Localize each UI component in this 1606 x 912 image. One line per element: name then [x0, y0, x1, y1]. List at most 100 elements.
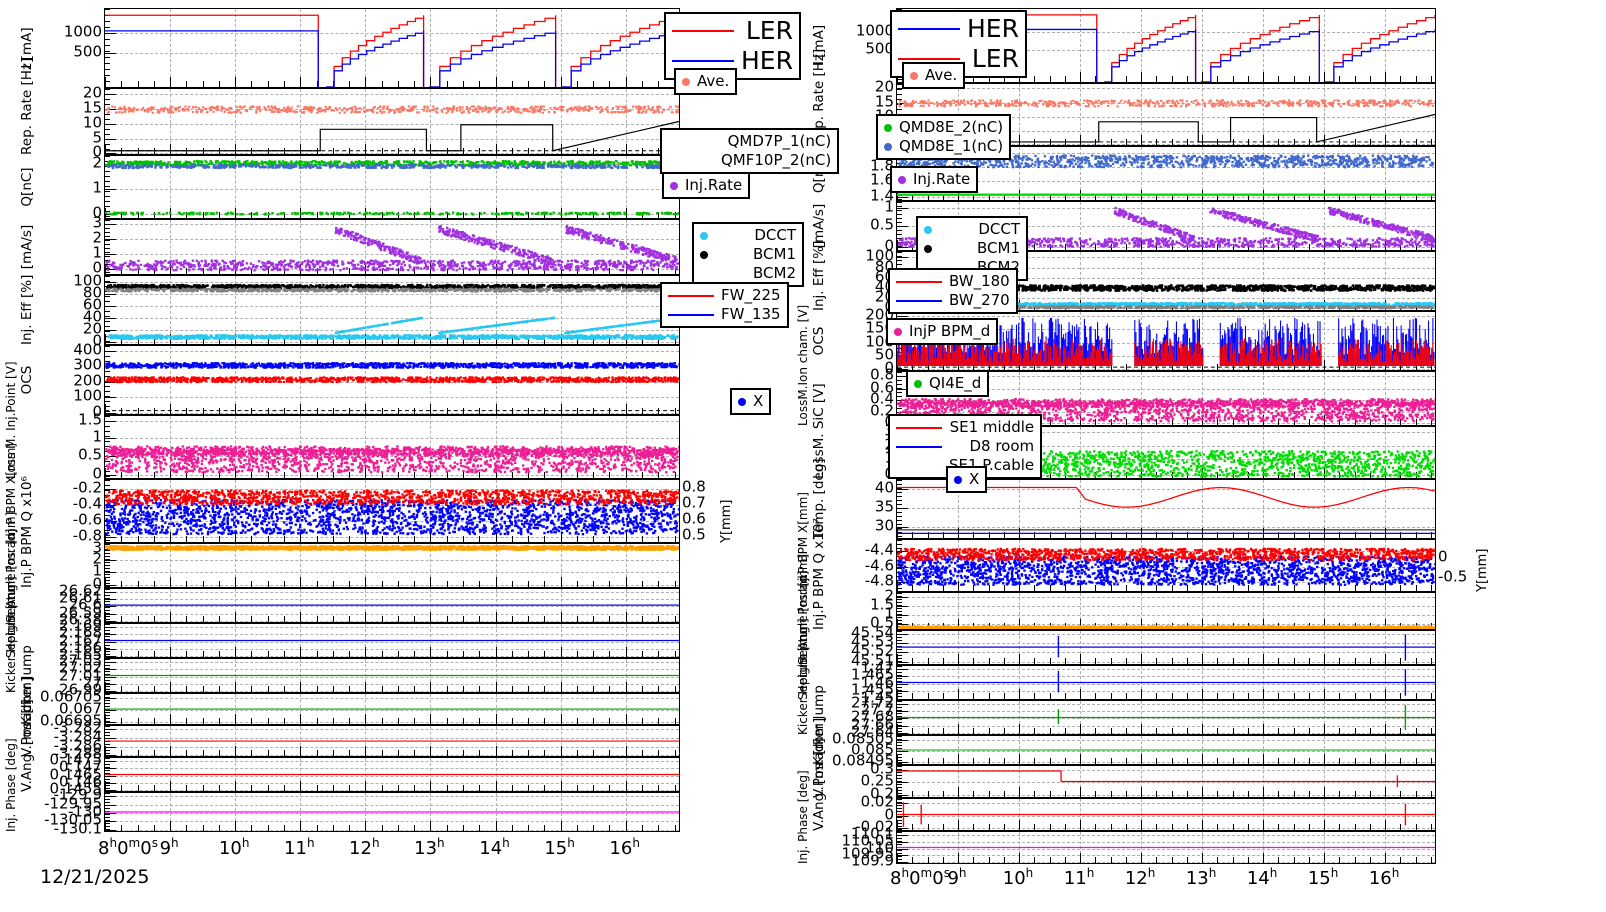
legend-item[interactable]: Inj.Rate	[670, 176, 742, 195]
y-tick-minor	[105, 252, 110, 253]
x-tick-minor	[479, 268, 481, 274]
legend-item[interactable]: QMD8E_2(nC)	[884, 118, 1003, 137]
x-tick-minor	[349, 338, 351, 344]
x-tick-minor	[674, 581, 676, 587]
x-tick-major	[1019, 787, 1020, 797]
x-tick-minor	[1186, 532, 1188, 538]
legend-item[interactable]: FW_135	[668, 305, 781, 324]
x-tick-minor	[609, 338, 611, 344]
y-tick-minor	[897, 757, 902, 758]
y-axis-labels-current: 1000 500	[832, 8, 894, 83]
legend-item[interactable]: SE1 middle	[896, 418, 1034, 437]
x-tick-minor	[1308, 419, 1310, 425]
legend-empty-swatch	[668, 141, 714, 143]
x-tick-minor	[1400, 758, 1402, 764]
legend-item[interactable]: BW_270	[896, 291, 1010, 310]
x-axis-tick-label: 12h	[349, 836, 380, 859]
x-tick-minor	[446, 212, 448, 218]
legend-item[interactable]: QMD8E_1(nC)	[884, 137, 1003, 156]
x-tick-major	[1080, 689, 1082, 699]
y-tick-label: 110.1	[851, 826, 894, 841]
x-tick-minor	[479, 338, 481, 344]
x-tick-minor	[1308, 728, 1310, 734]
legend-item[interactable]: FW_225	[668, 286, 781, 305]
x-tick-minor	[1354, 824, 1356, 830]
x-tick-minor	[1369, 532, 1371, 538]
x-tick-minor	[544, 81, 546, 87]
y-tick-minor	[897, 646, 902, 647]
x-tick-minor	[1278, 728, 1280, 734]
x-tick-minor	[186, 408, 188, 414]
x-tick-major	[958, 787, 959, 797]
x-tick-minor	[1400, 824, 1402, 830]
x-tick-major	[235, 647, 237, 657]
y-tick-minor	[897, 234, 902, 235]
y-tick-major	[897, 634, 908, 636]
x-tick-minor	[988, 194, 990, 200]
legend-item[interactable]: QMF10P_2(nC)	[668, 151, 831, 170]
legend-item[interactable]: InjP BPM_d	[894, 322, 990, 341]
y-tick-minor	[897, 748, 902, 749]
legend-item[interactable]: Ave.	[682, 72, 729, 91]
y-tick-minor	[105, 240, 110, 241]
legend-item[interactable]: HER	[672, 46, 793, 76]
y-tick-minor	[105, 636, 110, 637]
y-tick-minor	[105, 694, 110, 695]
y-tick-major	[105, 420, 116, 422]
x-tick-minor	[576, 581, 578, 587]
x-tick-minor	[397, 651, 399, 657]
x-tick-minor	[267, 718, 269, 724]
legend-item[interactable]: X	[954, 470, 979, 489]
x-tick-minor	[1247, 658, 1249, 664]
legend-item[interactable]: D8 room	[896, 437, 1034, 456]
y-axis-labels-kicker-height: 27.03 27.02 27.01 27 26.99	[40, 653, 102, 697]
legend-item[interactable]: BCM1	[924, 239, 1020, 258]
legend-item[interactable]: Inj.Rate	[898, 170, 970, 189]
x-tick-minor	[1278, 791, 1280, 797]
x-tick-major	[897, 754, 898, 764]
x-tick-minor	[397, 718, 399, 724]
y-tick-minor	[897, 605, 902, 606]
x-tick-minor	[544, 616, 546, 622]
legend-item[interactable]: HER	[898, 14, 1019, 44]
legend-item[interactable]: BW_180	[896, 272, 1010, 291]
x-tick-minor	[1415, 791, 1417, 797]
series-ink-rep-rate	[105, 89, 679, 154]
x-tick-minor	[1293, 194, 1295, 200]
x-tick-minor	[202, 785, 204, 791]
y-tick-minor	[105, 820, 110, 821]
y-tick-minor	[105, 21, 110, 22]
x-tick-minor	[544, 338, 546, 344]
x-tick-major	[560, 532, 562, 542]
y-tick-label: 27.01	[59, 668, 102, 683]
y-tick-label: 1	[92, 245, 102, 260]
y-tick-minor	[897, 859, 902, 860]
y-tick-label: 0.25	[861, 773, 894, 788]
x-tick-minor	[414, 581, 416, 587]
x-tick-minor	[1430, 585, 1432, 591]
x-tick-minor	[153, 81, 155, 87]
x-tick-minor	[1232, 728, 1234, 734]
x-tick-major	[300, 647, 302, 657]
x-tick-minor	[251, 581, 253, 587]
x-tick-major	[1324, 754, 1326, 764]
legend-item[interactable]: BCM1	[700, 245, 796, 264]
x-tick-minor	[1354, 194, 1356, 200]
x-tick-minor	[397, 825, 399, 831]
legend-item[interactable]: BCM2	[700, 264, 796, 283]
legend-item[interactable]: Ave.	[910, 66, 957, 85]
y-tick-major	[105, 641, 116, 643]
legend-item[interactable]: DCCT	[700, 226, 796, 245]
x-tick-minor	[137, 408, 139, 414]
legend-item[interactable]: DCCT	[924, 220, 1020, 239]
legend-item[interactable]: LER	[672, 16, 793, 46]
x-tick-minor	[674, 686, 676, 692]
y-tick-minor	[105, 776, 110, 777]
legend-item-label: BW_270	[949, 291, 1010, 310]
legend-item[interactable]: QI4E_d	[914, 374, 981, 393]
legend-item[interactable]: LER	[898, 44, 1019, 74]
y-tick-minor	[897, 634, 902, 635]
y-tick-minor	[897, 681, 902, 682]
legend-item[interactable]: X	[738, 392, 763, 411]
legend-item[interactable]: QMD7P_1(nC)	[668, 132, 832, 151]
